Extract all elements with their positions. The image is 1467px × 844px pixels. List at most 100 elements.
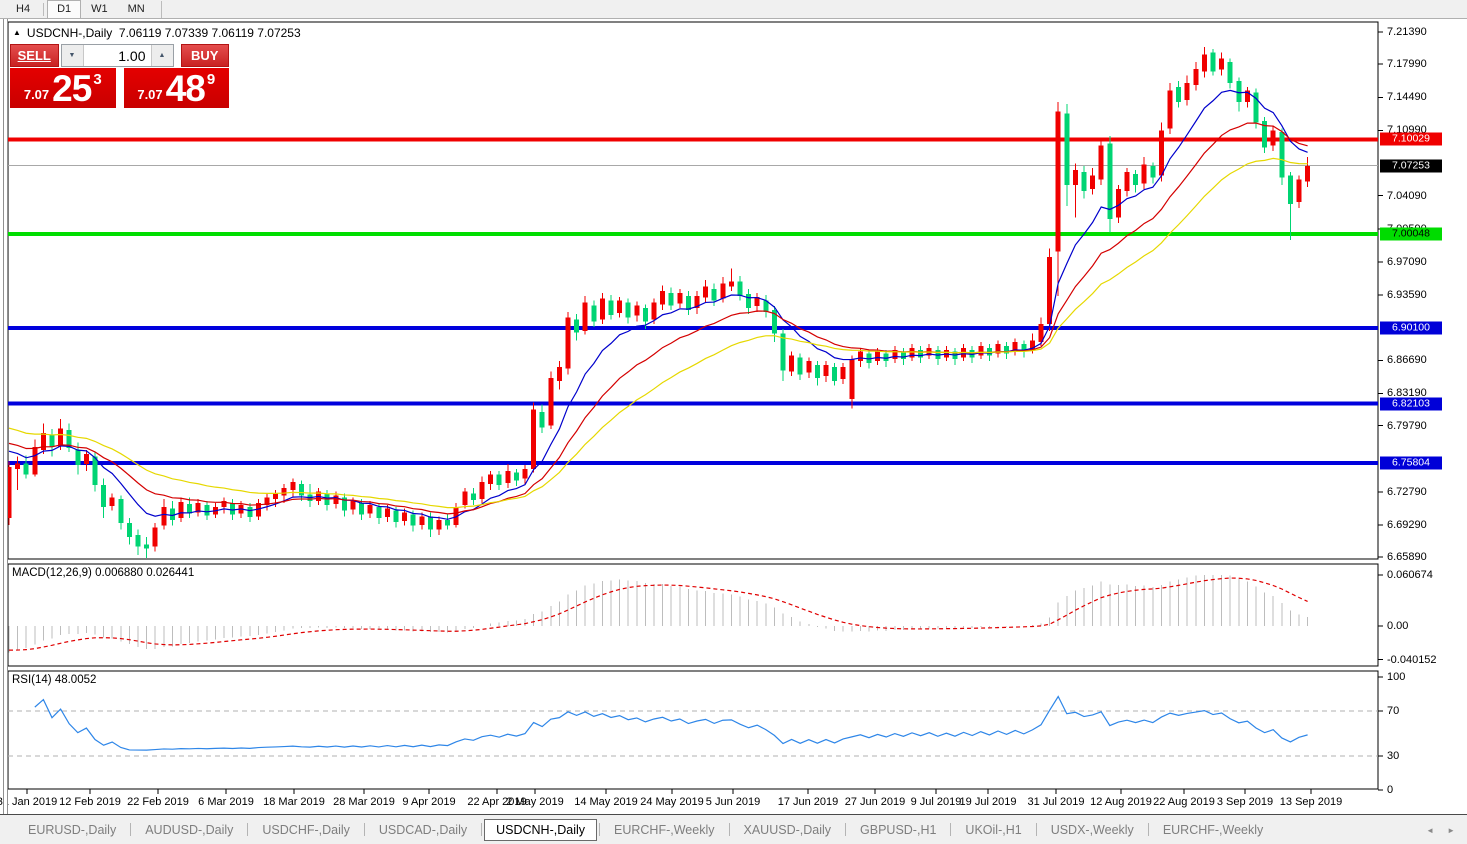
date-label: 18 Mar 2019 bbox=[263, 796, 325, 808]
tab-separator bbox=[130, 823, 132, 836]
tab-separator bbox=[1035, 823, 1037, 836]
rsi-indicator-label: RSI(14) 48.0052 bbox=[12, 674, 97, 686]
tab-separator bbox=[363, 823, 365, 836]
price-level-badge: 7.07253 bbox=[1380, 159, 1442, 173]
tab-separator bbox=[1147, 823, 1149, 836]
price-tick-label: 6.69290 bbox=[1387, 518, 1427, 531]
tab-usdcad-daily[interactable]: USDCAD-,Daily bbox=[378, 822, 468, 837]
sell-button[interactable]: SELL bbox=[10, 44, 59, 67]
macd-tick-label: 0.00 bbox=[1387, 620, 1409, 632]
chart-title: ▲ USDCNH-,Daily 7.06119 7.07339 7.06119 … bbox=[13, 26, 301, 40]
price-level-badge: 6.82103 bbox=[1380, 397, 1442, 411]
date-label: 22 Aug 2019 bbox=[1153, 796, 1215, 808]
chart-canvas[interactable] bbox=[0, 0, 1467, 814]
toolbar-separator bbox=[160, 0, 162, 18]
sell-price-handle: 7.07 bbox=[23, 87, 50, 102]
tab-scroll-right-icon[interactable]: ► bbox=[1447, 825, 1455, 835]
date-label: 14 May 2019 bbox=[574, 796, 638, 808]
price-tick-label: 7.14490 bbox=[1387, 91, 1427, 104]
timeframe-d1-button[interactable]: D1 bbox=[47, 0, 82, 19]
price-tick-label: 7.04090 bbox=[1387, 189, 1427, 202]
toolbar-separator bbox=[43, 2, 45, 16]
date-label: 22 Feb 2019 bbox=[127, 796, 189, 808]
tab-usdchf-daily[interactable]: USDCHF-,Daily bbox=[262, 822, 350, 837]
price-level-badge: 6.90100 bbox=[1380, 321, 1442, 335]
volume-stepper: ▼ ▲ bbox=[60, 44, 174, 67]
date-label: 12 Aug 2019 bbox=[1090, 796, 1152, 808]
tab-gbpusd-h1[interactable]: GBPUSD-,H1 bbox=[860, 822, 937, 837]
price-level-badge: 6.75804 bbox=[1380, 456, 1442, 470]
collapse-panel-icon[interactable]: ▲ bbox=[13, 28, 21, 37]
sell-price-big: 25 bbox=[52, 68, 92, 109]
tab-usdx-weekly[interactable]: USDX-,Weekly bbox=[1050, 822, 1134, 837]
date-label: 6 Mar 2019 bbox=[198, 796, 254, 808]
macd-indicator-label: MACD(12,26,9) 0.006880 0.026441 bbox=[12, 567, 195, 579]
sell-price-pip: 3 bbox=[93, 71, 102, 88]
date-label: 3 Sep 2019 bbox=[1216, 796, 1274, 808]
tab-separator bbox=[599, 823, 601, 836]
price-tick-label: 6.93590 bbox=[1387, 288, 1427, 301]
date-label: 31 Jan 2019 bbox=[0, 796, 58, 808]
macd-tick-label: 0.060674 bbox=[1387, 569, 1433, 582]
timeframe-mn-button[interactable]: MN bbox=[127, 3, 145, 15]
price-tick-label: 6.79790 bbox=[1387, 419, 1427, 432]
date-label: 19 Jul 2019 bbox=[959, 796, 1017, 808]
date-label: 27 Jun 2019 bbox=[844, 796, 906, 808]
buy-button[interactable]: BUY bbox=[180, 44, 229, 67]
buy-price-big: 48 bbox=[165, 68, 206, 109]
date-label: 2 May 2019 bbox=[506, 796, 564, 808]
date-label: 9 Jul 2019 bbox=[910, 796, 962, 808]
macd-tick-label: -0.040152 bbox=[1387, 653, 1437, 666]
date-label: 31 Jul 2019 bbox=[1027, 796, 1085, 808]
tab-separator bbox=[481, 823, 483, 836]
volume-increase-icon[interactable]: ▲ bbox=[150, 45, 173, 66]
price-level-badge: 7.10029 bbox=[1380, 132, 1442, 146]
tab-audusd-daily[interactable]: AUDUSD-,Daily bbox=[145, 822, 234, 837]
volume-input[interactable] bbox=[83, 45, 151, 66]
tab-eurchf-weekly[interactable]: EURCHF-,Weekly bbox=[614, 822, 715, 837]
price-tick-label: 6.65890 bbox=[1387, 551, 1427, 564]
date-label: 28 Mar 2019 bbox=[333, 796, 395, 808]
chart-tab-bar: EURUSD-,Daily AUDUSD-,Daily USDCHF-,Daily U… bbox=[0, 814, 1467, 844]
date-label: 17 Jun 2019 bbox=[777, 796, 839, 808]
price-tick-label: 6.86690 bbox=[1387, 354, 1427, 367]
timeframe-toolbar: H4 D1 W1 MN bbox=[0, 0, 1467, 19]
timeframe-h4-button[interactable]: H4 bbox=[16, 3, 31, 15]
rsi-tick-label: 100 bbox=[1387, 671, 1406, 683]
chart-tabs: EURUSD-,Daily AUDUSD-,Daily USDCHF-,Daily U… bbox=[16, 818, 1275, 841]
timeframe-w1-button[interactable]: W1 bbox=[91, 3, 108, 15]
price-tick-label: 7.17990 bbox=[1387, 58, 1427, 71]
tab-ukoil-h1[interactable]: UKOil-,H1 bbox=[965, 822, 1022, 837]
buy-price-handle: 7.07 bbox=[137, 87, 163, 102]
date-label: 9 Apr 2019 bbox=[402, 796, 456, 808]
date-label: 12 Feb 2019 bbox=[59, 796, 121, 808]
tab-scroll-left-icon[interactable]: ◄ bbox=[1426, 825, 1435, 835]
buy-price-box[interactable]: 7.07 48 9 bbox=[123, 68, 229, 109]
date-label: 5 Jun 2019 bbox=[705, 796, 761, 808]
date-label: 13 Sep 2019 bbox=[1279, 796, 1343, 808]
rsi-tick-label: 0 bbox=[1387, 784, 1394, 796]
sell-price-box[interactable]: 7.07 25 3 bbox=[10, 68, 116, 108]
tab-eurchf-weekly[interactable]: EURCHF-,Weekly bbox=[1162, 822, 1264, 837]
date-label: 22 Apr 2019 bbox=[467, 796, 527, 808]
chart-title-text: USDCNH-,Daily 7.06119 7.07339 7.06119 7.… bbox=[26, 26, 301, 40]
price-tick-label: 6.72790 bbox=[1387, 485, 1427, 498]
price-tick-label: 7.21390 bbox=[1387, 26, 1427, 38]
one-click-trade-panel: SELL ▼ ▲ BUY 7.07 25 3 7.07 48 9 bbox=[10, 44, 229, 108]
tab-scroll-arrows: ◄ ► bbox=[1426, 815, 1455, 844]
tab-separator bbox=[950, 823, 952, 836]
price-tick-label: 6.97090 bbox=[1387, 255, 1427, 268]
tab-xauusd-daily[interactable]: XAUUSD-,Daily bbox=[743, 822, 832, 837]
price-level-badge: 7.00048 bbox=[1380, 227, 1442, 241]
rsi-tick-label: 70 bbox=[1387, 704, 1400, 717]
volume-decrease-icon[interactable]: ▼ bbox=[61, 45, 84, 66]
tab-usdcnh-daily[interactable]: USDCNH-,Daily bbox=[484, 818, 598, 841]
tab-separator bbox=[247, 823, 249, 836]
tab-separator bbox=[728, 823, 730, 836]
buy-price-pip: 9 bbox=[206, 71, 216, 88]
tab-eurusd-daily[interactable]: EURUSD-,Daily bbox=[28, 822, 117, 837]
window-left-border bbox=[3, 19, 8, 814]
price-tick-label: 6.83190 bbox=[1387, 387, 1427, 400]
tab-separator bbox=[845, 823, 847, 836]
